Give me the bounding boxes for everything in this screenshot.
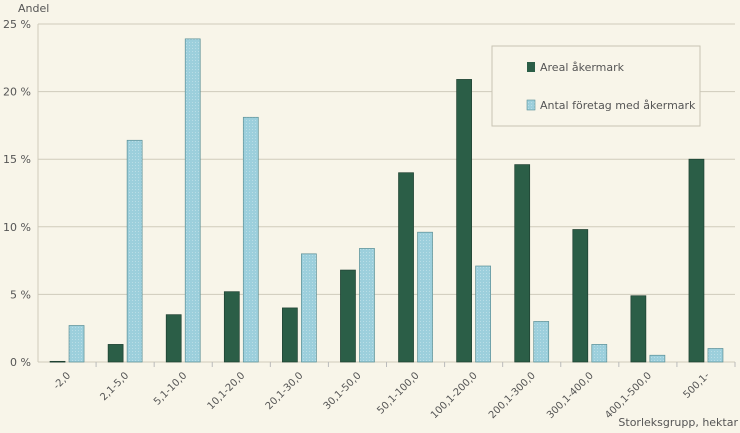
bar-antal bbox=[126, 139, 143, 363]
x-tick-label: 20,1-30,0 bbox=[264, 370, 306, 412]
x-tick-label: 200,1-300,0 bbox=[487, 370, 538, 421]
x-tick-label: 50,1-100,0 bbox=[375, 370, 421, 416]
bar-areal bbox=[688, 158, 705, 363]
bar-areal bbox=[223, 291, 240, 363]
x-tick-label: 100,1-200,0 bbox=[429, 370, 480, 421]
x-axis-label: Storleksgrupp, hektar bbox=[618, 416, 738, 429]
x-tick-label: -2,0 bbox=[52, 370, 74, 392]
x-tick-label: 300,1-400,0 bbox=[545, 370, 596, 421]
bar-antal bbox=[184, 38, 201, 363]
bar-antal bbox=[707, 348, 724, 363]
y-tick-label: 15 % bbox=[3, 153, 31, 166]
bar-areal bbox=[572, 229, 589, 363]
y-tick-label: 25 % bbox=[3, 18, 31, 31]
x-tick-label: 30,1-50,0 bbox=[322, 370, 364, 412]
bar-areal bbox=[340, 269, 356, 363]
x-tick-label: 10,1-20,0 bbox=[206, 370, 248, 412]
bar-areal bbox=[165, 314, 182, 363]
bar-antal bbox=[591, 344, 608, 363]
x-tick-label: 5,1-10,0 bbox=[152, 370, 189, 407]
y-axis-label: Andel bbox=[18, 2, 49, 15]
bar-antal bbox=[475, 265, 491, 363]
legend-box bbox=[491, 45, 701, 127]
bar-areal bbox=[282, 307, 298, 363]
bar-antal bbox=[359, 248, 375, 363]
bar-areal bbox=[398, 172, 414, 363]
bar-antal bbox=[301, 253, 317, 363]
legend: Areal åkermark Antal företag med åkermar… bbox=[491, 45, 701, 127]
bar-areal bbox=[107, 344, 124, 363]
legend-label-areal: Areal åkermark bbox=[540, 61, 625, 74]
legend-label-antal: Antal företag med åkermark bbox=[540, 99, 696, 112]
bar-antal bbox=[417, 231, 433, 363]
legend-swatch-areal bbox=[527, 62, 535, 72]
bar-areal bbox=[630, 295, 647, 363]
x-tick-label: 400,1-500,0 bbox=[603, 370, 654, 421]
x-tick-label: 500,1- bbox=[681, 370, 712, 401]
bar-antal bbox=[242, 116, 259, 363]
bar-antal bbox=[68, 325, 85, 363]
x-tick-label: 2,1-5,0 bbox=[98, 370, 131, 403]
y-tick-label: 20 % bbox=[3, 86, 31, 99]
legend-swatch-antal bbox=[526, 99, 536, 111]
y-tick-label: 5 % bbox=[10, 288, 31, 301]
bar-areal bbox=[514, 164, 531, 363]
bar-antal bbox=[533, 321, 550, 363]
y-tick-label: 0 % bbox=[10, 356, 31, 369]
bar-areal bbox=[49, 360, 66, 363]
y-tick-label: 10 % bbox=[3, 221, 31, 234]
bar-areal bbox=[456, 79, 472, 363]
bar-antal bbox=[649, 354, 666, 363]
